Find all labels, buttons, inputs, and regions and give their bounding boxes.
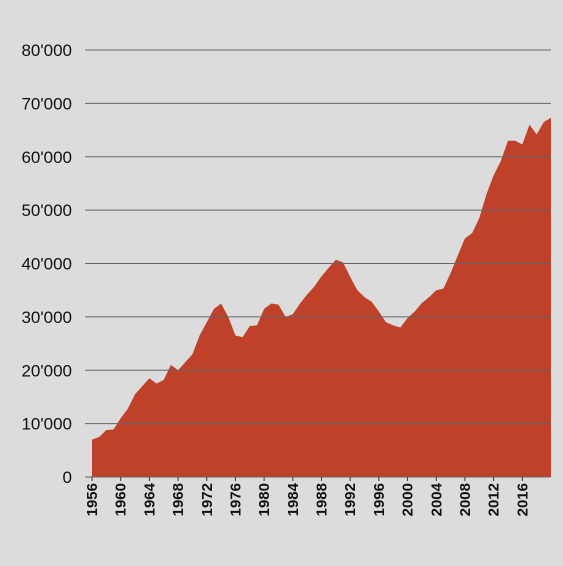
x-tick-label: 1980	[256, 483, 273, 516]
x-tick-label: 1964	[141, 482, 158, 516]
x-tick-label: 1988	[314, 483, 331, 516]
y-tick-label: 0	[63, 468, 72, 487]
x-tick-label: 2008	[457, 483, 474, 516]
y-tick-label: 10'000	[21, 415, 72, 434]
x-tick-label: 1996	[371, 483, 388, 516]
x-tick-label: 1972	[199, 483, 216, 516]
x-tick-label: 1960	[113, 483, 130, 516]
x-tick-label: 2004	[428, 482, 445, 516]
y-tick-label: 80'000	[21, 41, 72, 60]
x-tick-label: 1956	[84, 483, 101, 516]
x-tick-label: 1984	[285, 482, 302, 516]
x-tick-label: 2012	[486, 483, 503, 516]
y-tick-label: 40'000	[21, 255, 72, 274]
y-tick-label: 30'000	[21, 308, 72, 327]
x-tick-label: 1968	[170, 483, 187, 516]
y-tick-label: 60'000	[21, 148, 72, 167]
y-tick-label: 70'000	[21, 94, 72, 113]
area	[92, 117, 551, 477]
y-tick-label: 50'000	[21, 201, 72, 220]
x-tick-label: 2000	[400, 483, 417, 516]
y-tick-label: 20'000	[21, 361, 72, 380]
x-tick-label: 1976	[227, 483, 244, 516]
x-tick-label: 2016	[514, 483, 531, 516]
x-tick-label: 1992	[342, 483, 359, 516]
